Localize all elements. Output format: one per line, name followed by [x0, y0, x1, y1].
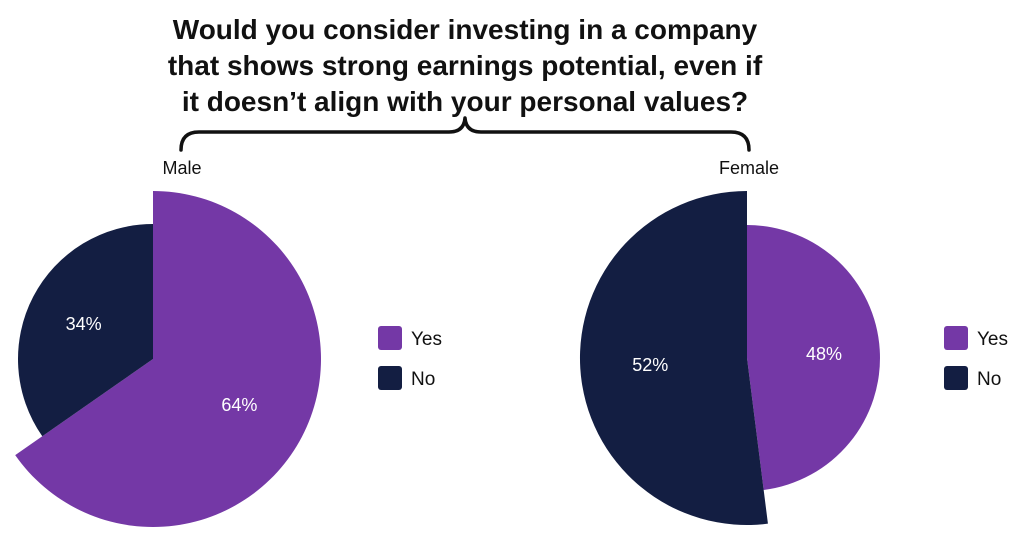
male-legend-no-swatch	[378, 366, 402, 390]
male-slice-no-label: 34%	[66, 314, 102, 334]
male-group-label: Male	[162, 158, 201, 178]
male-legend-yes-swatch	[378, 326, 402, 350]
female-group-label: Female	[719, 158, 779, 178]
male-slice-yes	[15, 191, 321, 528]
female-legend-yes-swatch	[944, 326, 968, 350]
title-brace	[179, 116, 751, 152]
female-slice-no-label: 52%	[632, 355, 668, 375]
title-line-1: Would you consider investing in a compan…	[172, 14, 758, 45]
male-legend: Yes No	[378, 326, 442, 390]
female-slice-no	[579, 191, 768, 525]
chart-title: Would you consider investing in a compan…	[150, 12, 780, 120]
male-slice-yes-label: 64%	[221, 395, 257, 415]
female-legend-no-label: No	[977, 369, 1001, 390]
male-legend-yes-label: Yes	[411, 329, 442, 350]
female-slice-yes-label: 48%	[806, 344, 842, 364]
male-slice-no	[18, 224, 154, 437]
female-slice-yes	[747, 225, 880, 490]
title-line-3: it doesn’t align with your personal valu…	[181, 86, 749, 117]
title-line-2: that shows strong earnings potential, ev…	[167, 50, 763, 81]
male-legend-no-label: No	[411, 369, 435, 390]
female-pie: 48% 52%	[579, 191, 880, 525]
female-legend: Yes No	[944, 326, 1008, 390]
male-pie: 64% 34%	[15, 191, 321, 528]
female-legend-no-swatch	[944, 366, 968, 390]
female-legend-yes-label: Yes	[977, 329, 1008, 350]
